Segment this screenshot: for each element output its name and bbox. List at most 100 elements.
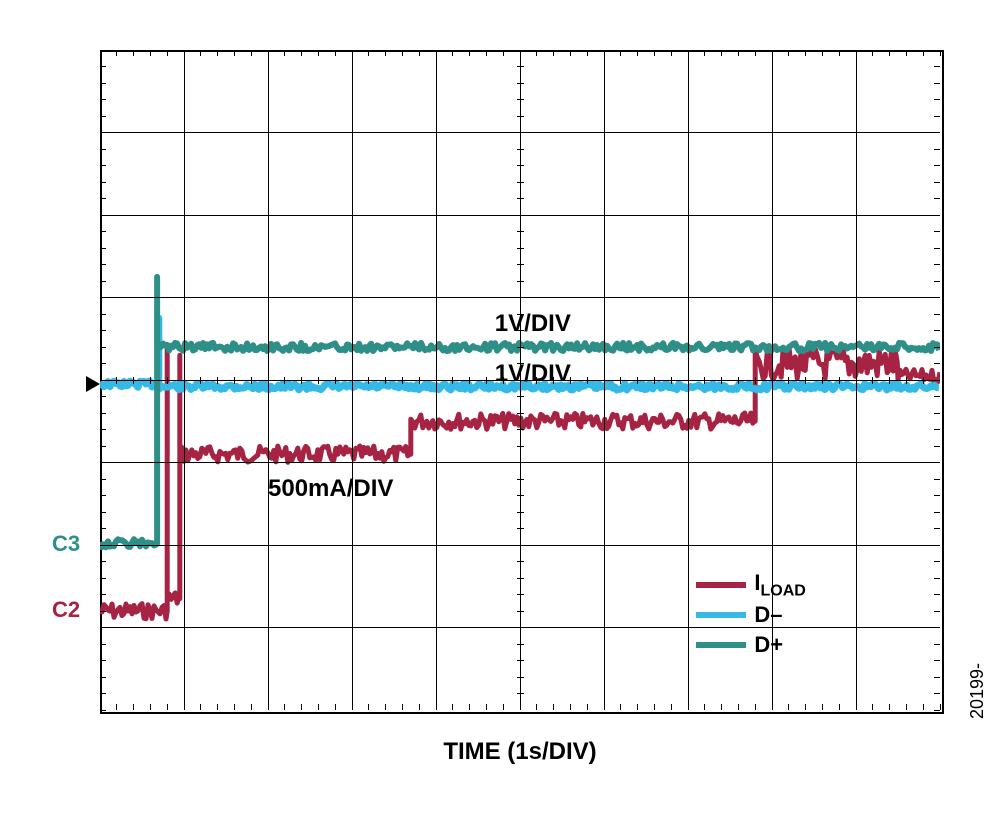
edge-tick <box>934 215 940 216</box>
edge-tick <box>934 594 940 595</box>
edge-tick <box>100 215 106 216</box>
edge-tick <box>570 50 571 56</box>
edge-tick <box>934 446 940 447</box>
edge-tick <box>268 50 269 56</box>
oscilloscope-figure: TIME (1s/DIV) 20199-013 ILOADD–D+ C3C21V… <box>20 20 990 799</box>
edge-tick <box>721 704 722 710</box>
edge-tick <box>352 50 353 56</box>
edge-tick <box>284 704 285 710</box>
minor-tick <box>402 377 403 384</box>
minor-tick <box>517 660 524 661</box>
edge-tick <box>402 704 403 710</box>
edge-tick <box>100 528 106 529</box>
edge-tick <box>234 704 235 710</box>
edge-tick <box>234 50 235 56</box>
minor-tick <box>889 377 890 384</box>
edge-tick <box>934 182 940 183</box>
edge-tick <box>934 314 940 315</box>
edge-tick <box>503 50 504 56</box>
minor-tick <box>517 66 524 67</box>
minor-tick <box>469 377 470 384</box>
edge-tick <box>688 50 689 56</box>
edge-tick <box>100 462 106 463</box>
edge-tick <box>620 704 621 710</box>
edge-tick <box>934 495 940 496</box>
minor-tick <box>839 377 840 384</box>
edge-tick <box>906 704 907 710</box>
edge-tick <box>934 83 940 84</box>
legend-item: ILOAD <box>696 570 805 600</box>
minor-tick <box>517 264 524 265</box>
minor-tick <box>167 377 168 384</box>
minor-tick <box>517 693 524 694</box>
edge-tick <box>100 545 106 546</box>
edge-tick <box>100 561 106 562</box>
minor-tick <box>517 99 524 100</box>
edge-tick <box>100 132 106 133</box>
channel-label: C2 <box>52 597 80 623</box>
edge-tick <box>805 50 806 56</box>
edge-tick <box>604 50 605 56</box>
edge-tick <box>469 704 470 710</box>
edge-tick <box>934 413 940 414</box>
edge-tick <box>704 704 705 710</box>
edge-tick <box>100 281 106 282</box>
edge-tick <box>934 281 940 282</box>
legend-swatch <box>696 612 746 618</box>
edge-tick <box>536 50 537 56</box>
edge-tick <box>100 50 106 51</box>
edge-tick <box>520 50 521 56</box>
legend-swatch <box>696 642 746 648</box>
minor-tick <box>335 377 336 384</box>
edge-tick <box>637 704 638 710</box>
minor-tick <box>116 377 117 384</box>
minor-tick <box>822 377 823 384</box>
minor-tick <box>150 377 151 384</box>
edge-tick <box>217 704 218 710</box>
edge-tick <box>934 198 940 199</box>
minor-tick <box>906 377 907 384</box>
grid-hline <box>100 132 940 133</box>
minor-tick <box>284 377 285 384</box>
edge-tick <box>100 83 106 84</box>
edge-tick <box>536 704 537 710</box>
edge-tick <box>100 314 106 315</box>
trace-annotation: 1V/DIV <box>495 310 571 338</box>
edge-tick <box>100 363 106 364</box>
minor-tick <box>517 149 524 150</box>
minor-tick <box>923 377 924 384</box>
minor-tick <box>368 377 369 384</box>
minor-tick <box>517 165 524 166</box>
minor-tick <box>517 611 524 612</box>
edge-tick <box>116 50 117 56</box>
minor-tick <box>704 377 705 384</box>
edge-tick <box>100 50 101 56</box>
edge-tick <box>368 50 369 56</box>
edge-tick <box>738 50 739 56</box>
edge-tick <box>839 704 840 710</box>
legend-swatch <box>696 582 746 588</box>
edge-tick <box>755 50 756 56</box>
edge-tick <box>184 704 185 710</box>
edge-tick <box>738 704 739 710</box>
edge-tick <box>268 704 269 710</box>
edge-tick <box>934 66 940 67</box>
minor-tick <box>517 446 524 447</box>
edge-tick <box>620 50 621 56</box>
minor-tick <box>517 677 524 678</box>
minor-tick <box>721 377 722 384</box>
edge-tick <box>788 50 789 56</box>
edge-tick <box>934 660 940 661</box>
edge-tick <box>452 50 453 56</box>
edge-tick <box>251 50 252 56</box>
edge-tick <box>385 704 386 710</box>
edge-tick <box>934 710 940 711</box>
edge-tick <box>934 149 940 150</box>
legend-label: D– <box>754 602 782 628</box>
edge-tick <box>934 330 940 331</box>
edge-tick <box>934 693 940 694</box>
grid-hline <box>100 627 940 628</box>
minor-tick <box>517 578 524 579</box>
edge-tick <box>100 182 106 183</box>
legend-item: D– <box>696 600 805 630</box>
